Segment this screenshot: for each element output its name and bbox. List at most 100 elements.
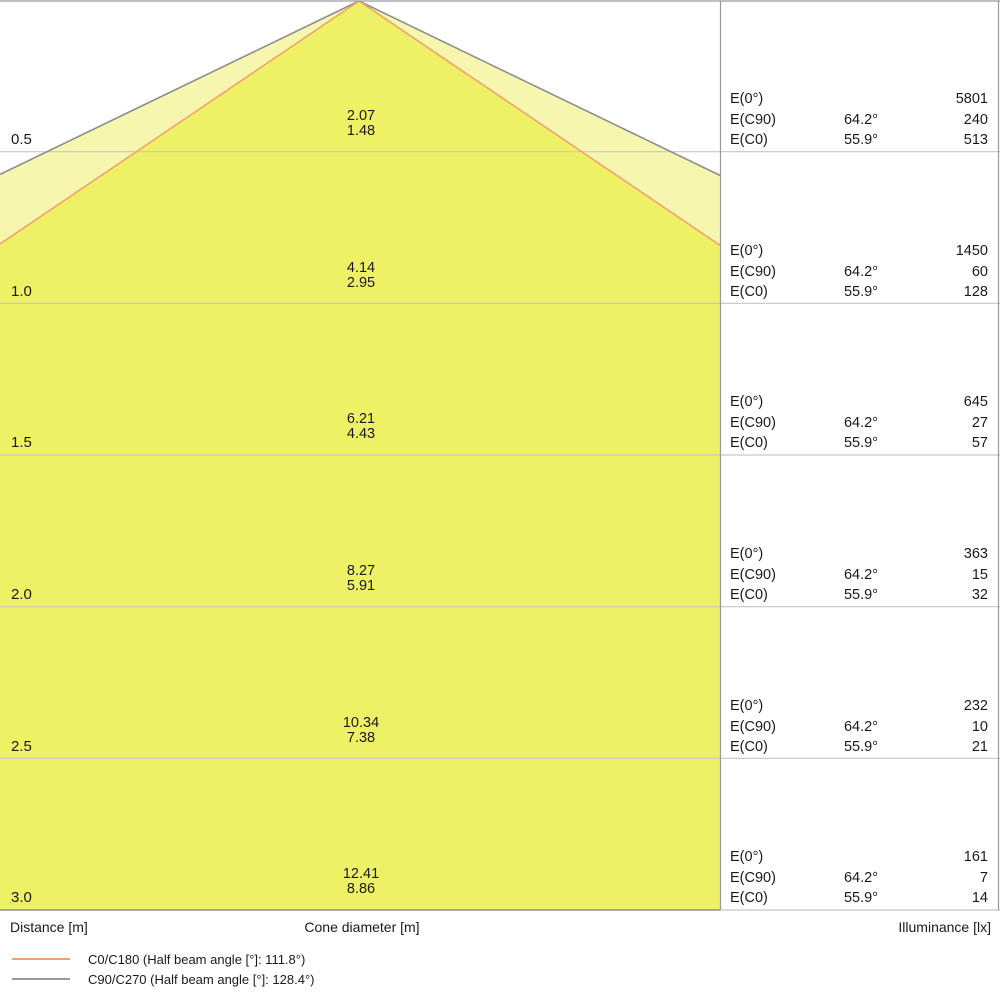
cone-diameter-values-1-0: 4.14 2.95 [347, 261, 375, 291]
cone-diameter-c90: 4.14 [346, 260, 376, 276]
illuminance-row: E(C90) 64.2° 60 [730, 262, 988, 283]
illuminance-value: 161 [963, 849, 988, 866]
e-label: E(C90) [730, 263, 776, 280]
cone-diameter-values-0-5: 2.07 1.48 [347, 109, 375, 139]
illuminance-row: E(0°) 645 [730, 392, 988, 413]
cone-diameter-values-3-0: 12.41 8.86 [343, 867, 379, 897]
illuminance-row: E(C0) 55.9° 128 [730, 282, 988, 303]
e-label: E(C0) [730, 587, 768, 604]
illuminance-row: E(C0) 55.9° 14 [730, 888, 988, 909]
distance-tick-1-5: 1.5 [11, 434, 32, 451]
e-label: E(C0) [730, 739, 768, 756]
e-label: E(0°) [730, 243, 764, 260]
e-label: E(C90) [730, 718, 776, 735]
illuminance-row: E(0°) 1450 [730, 241, 988, 262]
illuminance-row: E(C0) 55.9° 32 [730, 585, 988, 606]
illuminance-row: E(0°) 161 [730, 847, 988, 868]
e-label: E(C90) [730, 869, 776, 886]
e-label: E(0°) [730, 698, 764, 715]
cone-diameter-axis-label: Cone diameter [m] [304, 919, 420, 935]
e-label: E(C90) [730, 566, 776, 583]
illuminance-value: 645 [963, 394, 988, 411]
illuminance-value: 27 [971, 414, 988, 431]
e-label: E(C0) [730, 132, 768, 149]
c90-beam-edges [0, 0, 721, 911]
beam-angle: 64.2° [843, 414, 878, 431]
illuminance-value: 7 [979, 869, 988, 886]
illuminance-value: 240 [963, 111, 988, 128]
e-label: E(0°) [730, 546, 764, 563]
illuminance-row: E(C90) 64.2° 7 [730, 868, 988, 889]
illuminance-value: 363 [963, 546, 988, 563]
distance-tick-2-5: 2.5 [11, 738, 32, 755]
beam-angle: 55.9° [843, 739, 878, 756]
illuminance-block-3-0: E(0°) 161 E(C90) 64.2° 7 E(C0) 55.9° 14 [730, 847, 988, 909]
legend-label-c0: C0/C180 (Half beam angle [°]: 111.8°) [88, 951, 306, 967]
illuminance-block-1-5: E(0°) 645 E(C90) 64.2° 27 E(C0) 55.9° 57 [730, 392, 988, 454]
illuminance-value: 232 [963, 698, 988, 715]
frame-borders [0, 0, 1000, 910]
beam-angle: 64.2° [843, 718, 878, 735]
illuminance-row: E(C0) 55.9° 513 [730, 130, 988, 151]
illuminance-block-1-0: E(0°) 1450 E(C90) 64.2° 60 E(C0) 55.9° 1… [730, 241, 988, 303]
beam-angle: 64.2° [843, 869, 878, 886]
cone-diameter-c0: 7.38 [346, 730, 376, 746]
cone-diameter-c90: 8.27 [346, 563, 376, 579]
distance-tick-1-0: 1.0 [11, 283, 32, 300]
beam-angle: 64.2° [843, 111, 878, 128]
legend-item-c0: C0/C180 (Half beam angle [°]: 111.8°) [12, 951, 305, 967]
e-label: E(C90) [730, 414, 776, 431]
illuminance-value: 14 [971, 890, 988, 907]
legend-item-c90: C90/C270 (Half beam angle [°]: 128.4°) [12, 971, 314, 987]
e-label: E(0°) [730, 849, 764, 866]
cone-diameter-c90: 2.07 [346, 108, 376, 124]
illuminance-value: 513 [963, 132, 988, 149]
illuminance-row: E(0°) 232 [730, 696, 988, 717]
cone-diameter-values-2-5: 10.34 7.38 [343, 716, 379, 746]
e-label: E(C0) [730, 890, 768, 907]
cone-diameter-c0: 5.91 [346, 578, 376, 594]
illuminance-value: 57 [971, 435, 988, 452]
distance-tick-2-0: 2.0 [11, 586, 32, 603]
e-label: E(C0) [730, 435, 768, 452]
gridlines [0, 151, 1000, 911]
e-label: E(0°) [730, 394, 764, 411]
beam-angle: 55.9° [843, 284, 878, 301]
illuminance-row: E(C0) 55.9° 57 [730, 433, 988, 454]
illuminance-value: 128 [963, 284, 988, 301]
beam-angle: 55.9° [843, 890, 878, 907]
cone-diameter-c0: 8.86 [346, 881, 376, 897]
e-label: E(0°) [730, 91, 764, 108]
distance-tick-0-5: 0.5 [11, 131, 32, 148]
illuminance-block-0-5: E(0°) 5801 E(C90) 64.2° 240 E(C0) 55.9° … [730, 89, 988, 151]
illuminance-row: E(C90) 64.2° 240 [730, 110, 988, 131]
beam-angle: 55.9° [843, 132, 878, 149]
illuminance-row: E(C90) 64.2° 27 [730, 413, 988, 434]
illuminance-row: E(C90) 64.2° 10 [730, 717, 988, 738]
illuminance-row: E(C0) 55.9° 21 [730, 737, 988, 758]
cone-diameter-c0: 4.43 [346, 426, 376, 442]
cone-diameter-c90: 10.34 [342, 715, 380, 731]
cone-diameter-c0: 2.95 [346, 275, 376, 291]
cone-diameter-values-1-5: 6.21 4.43 [347, 412, 375, 442]
c0-line-swatch [12, 958, 70, 960]
illuminance-row: E(C90) 64.2° 15 [730, 565, 988, 586]
distance-axis-label: Distance [m] [10, 919, 88, 935]
cone-diameter-c90: 12.41 [342, 866, 380, 882]
cone-plot [0, 0, 1000, 911]
c0-beam-edges [0, 0, 721, 246]
illuminance-axis-label: Illuminance [lx] [898, 919, 991, 935]
illuminance-value: 1450 [955, 243, 988, 260]
e-label: E(C0) [730, 284, 768, 301]
beam-angle: 55.9° [843, 435, 878, 452]
e-label: E(C90) [730, 111, 776, 128]
illuminance-row: E(0°) 363 [730, 544, 988, 565]
cone-diameter-c90: 6.21 [346, 411, 376, 427]
illuminance-value: 10 [971, 718, 988, 735]
c90-line-swatch [12, 978, 70, 980]
distance-tick-3-0: 3.0 [11, 889, 32, 906]
beam-angle: 55.9° [843, 587, 878, 604]
illuminance-value: 60 [971, 263, 988, 280]
beam-angle: 64.2° [843, 263, 878, 280]
beam-angle: 64.2° [843, 566, 878, 583]
